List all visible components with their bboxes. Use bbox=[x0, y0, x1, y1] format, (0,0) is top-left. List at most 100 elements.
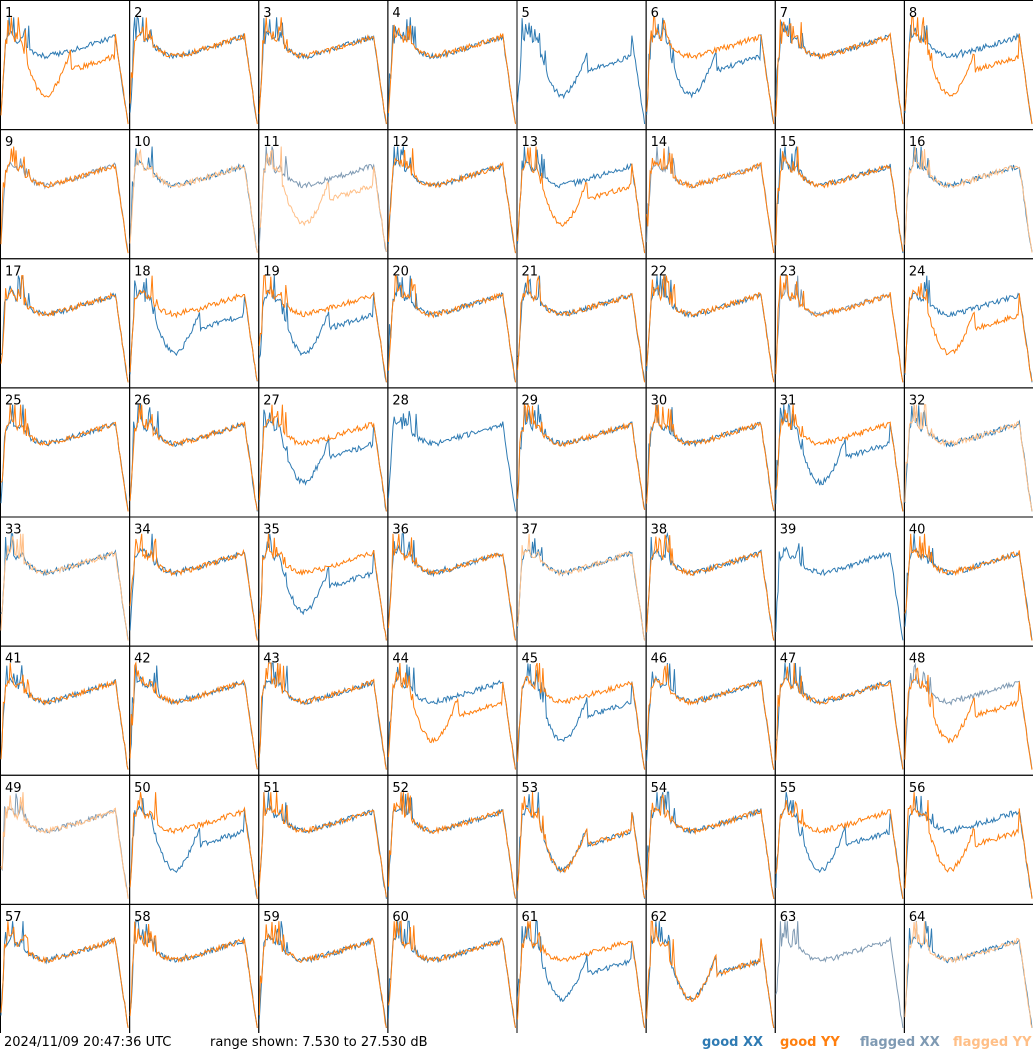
xx-trace bbox=[0, 921, 129, 1028]
yy-trace bbox=[904, 792, 1033, 899]
yy-trace bbox=[258, 662, 387, 770]
panel-label: 8 bbox=[909, 6, 917, 21]
yy-trace bbox=[0, 404, 129, 512]
panel-21: 21 bbox=[516, 258, 647, 389]
xx-trace bbox=[258, 275, 387, 383]
panel-frame bbox=[903, 903, 1033, 1033]
yy-trace bbox=[904, 146, 1033, 253]
panel-15: 15 bbox=[774, 129, 905, 260]
panel-label: 42 bbox=[134, 652, 151, 667]
panel-20: 20 bbox=[387, 258, 518, 389]
panel-label: 24 bbox=[909, 264, 926, 279]
xx-trace bbox=[258, 533, 387, 641]
xx-trace bbox=[387, 792, 516, 899]
yy-trace bbox=[258, 404, 387, 512]
panel-44: 44 bbox=[387, 645, 518, 776]
panel-56: 56 bbox=[903, 774, 1033, 905]
panel-label: 20 bbox=[392, 264, 409, 279]
panel-64: 64 bbox=[903, 903, 1033, 1033]
legend-good-xx: good XX bbox=[702, 1035, 764, 1050]
panel-42: 42 bbox=[129, 645, 260, 776]
panel-55: 55 bbox=[774, 774, 905, 905]
xx-trace bbox=[0, 17, 129, 124]
panel-53: 53 bbox=[516, 774, 647, 905]
panel-30: 30 bbox=[645, 387, 776, 518]
panel-label: 26 bbox=[134, 393, 151, 408]
yy-trace bbox=[129, 661, 258, 770]
range-text: range shown: 7.530 to 27.530 dB bbox=[210, 1035, 428, 1050]
panel-28: 28 bbox=[387, 387, 518, 518]
yy-trace bbox=[387, 148, 516, 254]
xx-trace bbox=[129, 920, 258, 1028]
panel-frame bbox=[516, 0, 647, 131]
panel-label: 55 bbox=[780, 781, 797, 796]
yy-trace bbox=[129, 921, 258, 1028]
yy-trace bbox=[517, 662, 646, 770]
panel-39: 39 bbox=[774, 516, 905, 647]
xx-trace bbox=[0, 275, 129, 383]
xx-trace bbox=[387, 275, 516, 383]
xx-trace bbox=[646, 791, 775, 899]
xx-trace bbox=[904, 275, 1033, 383]
yy-trace bbox=[646, 920, 775, 1029]
panel-49: 49 bbox=[0, 774, 131, 905]
panel-34: 34 bbox=[129, 516, 260, 647]
yy-trace bbox=[387, 792, 516, 899]
yy-trace bbox=[0, 921, 129, 1028]
yy-trace bbox=[258, 17, 387, 125]
yy-trace bbox=[129, 533, 258, 641]
yy-trace bbox=[258, 533, 387, 641]
panel-46: 46 bbox=[645, 645, 776, 776]
panel-label: 2 bbox=[134, 6, 142, 21]
panel-label: 31 bbox=[780, 393, 797, 408]
yy-trace bbox=[904, 16, 1033, 125]
yy-trace bbox=[775, 275, 904, 383]
panel-54: 54 bbox=[645, 774, 776, 905]
panel-label: 1 bbox=[5, 6, 13, 21]
xx-trace bbox=[387, 410, 516, 512]
xx-trace bbox=[129, 278, 258, 382]
panel-label: 45 bbox=[522, 652, 539, 667]
panel-33: 33 bbox=[0, 516, 131, 647]
panel-6: 6 bbox=[645, 0, 776, 131]
panel-label: 58 bbox=[134, 910, 151, 925]
xx-trace bbox=[646, 17, 775, 125]
yy-trace bbox=[646, 664, 775, 770]
panel-47: 47 bbox=[774, 645, 905, 776]
panel-label: 29 bbox=[522, 393, 539, 408]
panel-label: 44 bbox=[392, 652, 409, 667]
panel-label: 23 bbox=[780, 264, 797, 279]
xx-trace bbox=[387, 664, 516, 770]
panel-label: 18 bbox=[134, 264, 151, 279]
panel-label: 51 bbox=[263, 781, 280, 796]
xx-trace bbox=[646, 531, 775, 641]
panel-label: 12 bbox=[392, 135, 409, 150]
panel-label: 53 bbox=[522, 781, 539, 796]
panel-25: 25 bbox=[0, 387, 131, 518]
panel-57: 57 bbox=[0, 903, 131, 1033]
panel-19: 19 bbox=[258, 258, 389, 389]
yy-trace bbox=[517, 275, 646, 383]
yy-trace bbox=[259, 146, 387, 252]
xx-trace bbox=[775, 275, 904, 383]
panel-label: 62 bbox=[651, 910, 668, 925]
panel-17: 17 bbox=[0, 258, 131, 389]
panel-label: 48 bbox=[909, 652, 926, 667]
panel-16: 16 bbox=[903, 129, 1033, 260]
panel-label: 11 bbox=[263, 135, 280, 150]
panel-label: 6 bbox=[651, 6, 659, 21]
panel-63: 63 bbox=[774, 903, 905, 1033]
panel-label: 10 bbox=[134, 135, 151, 150]
panel-59: 59 bbox=[258, 903, 389, 1033]
panel-23: 23 bbox=[774, 258, 905, 389]
xx-trace bbox=[775, 403, 904, 512]
yy-trace bbox=[646, 275, 775, 383]
panel-frame bbox=[0, 129, 131, 260]
panel-label: 16 bbox=[909, 135, 926, 150]
panel-frame bbox=[645, 0, 776, 131]
yy-trace bbox=[129, 275, 258, 382]
panel-26: 26 bbox=[129, 387, 260, 518]
panel-14: 14 bbox=[645, 129, 776, 260]
yy-trace bbox=[258, 921, 387, 1029]
